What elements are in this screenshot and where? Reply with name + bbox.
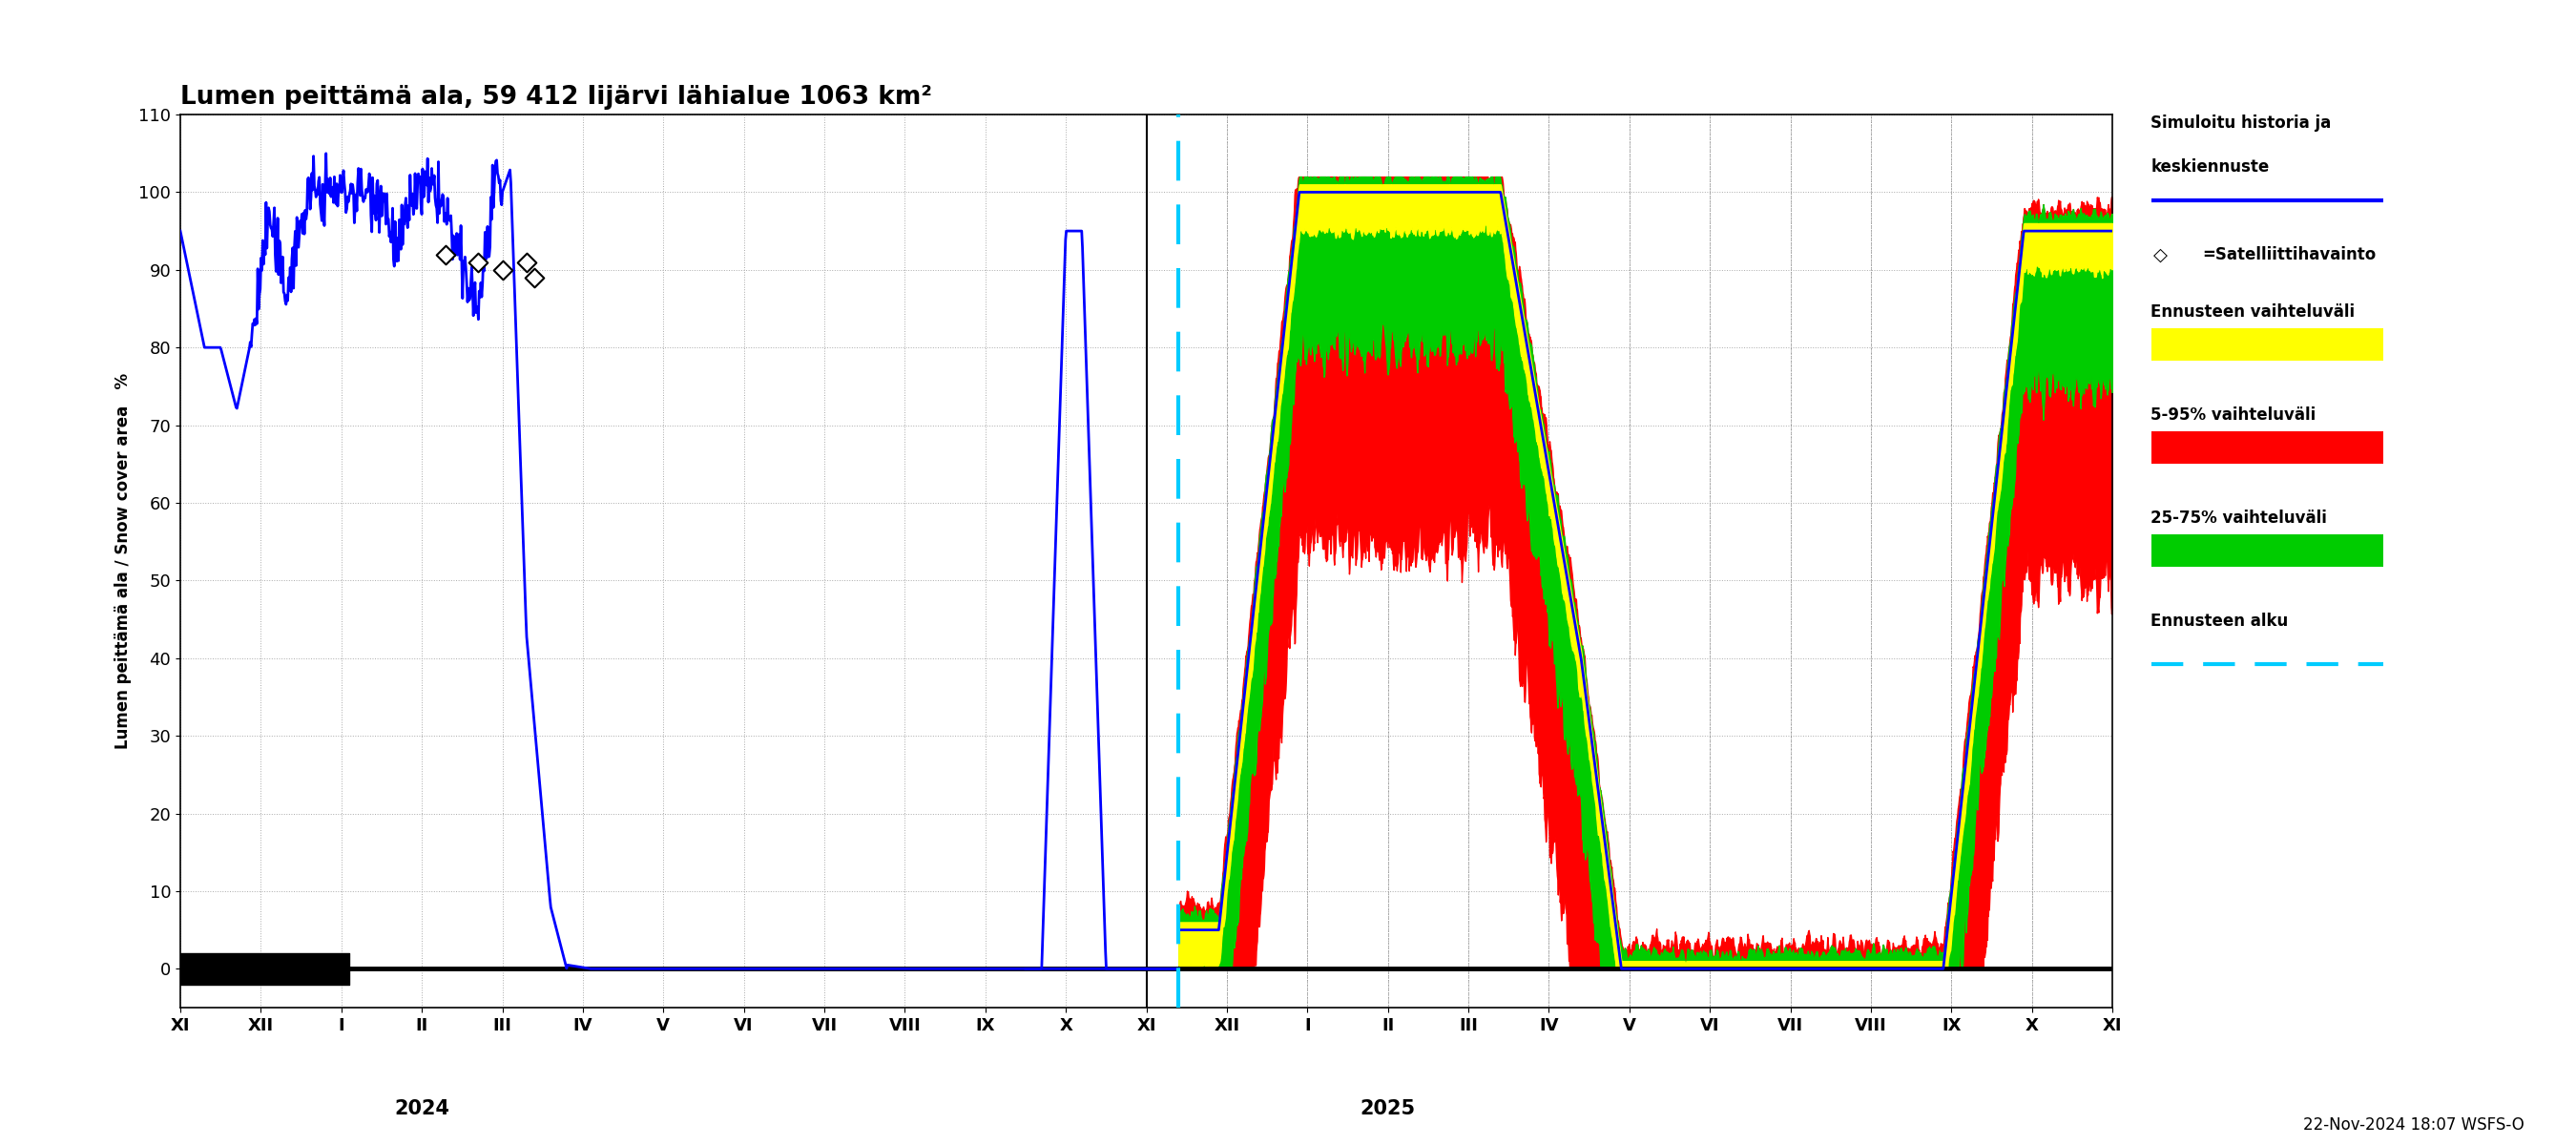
Point [515,268,556,286]
Text: ◇: ◇ [2154,246,2169,264]
Text: 2025: 2025 [1360,1099,1417,1119]
Text: 22-Nov-2024 18:07 WSFS-O: 22-Nov-2024 18:07 WSFS-O [2303,1116,2524,1134]
Text: keskiennuste: keskiennuste [2151,158,2269,175]
Text: 2024: 2024 [394,1099,448,1119]
Point [505,253,546,271]
Text: Ennusteen alku: Ennusteen alku [2151,613,2287,630]
Y-axis label: Lumen peittämä ala / Snow cover area   %: Lumen peittämä ala / Snow cover area % [116,373,131,749]
Text: Simuloitu historia ja: Simuloitu historia ja [2151,114,2331,132]
Point [425,245,466,263]
Point [459,253,500,271]
Text: Lumen peittämä ala, 59 412 Iijärvi lähialue 1063 km²: Lumen peittämä ala, 59 412 Iijärvi lähia… [180,85,933,110]
Text: Ennusteen vaihteluväli: Ennusteen vaihteluväli [2151,303,2354,321]
Point [482,261,523,279]
Text: =Satelliittihavainto: =Satelliittihavainto [2202,246,2375,263]
Text: 25-75% vaihteluväli: 25-75% vaihteluväli [2151,510,2326,527]
Text: 5-95% vaihteluväli: 5-95% vaihteluväli [2151,406,2316,424]
